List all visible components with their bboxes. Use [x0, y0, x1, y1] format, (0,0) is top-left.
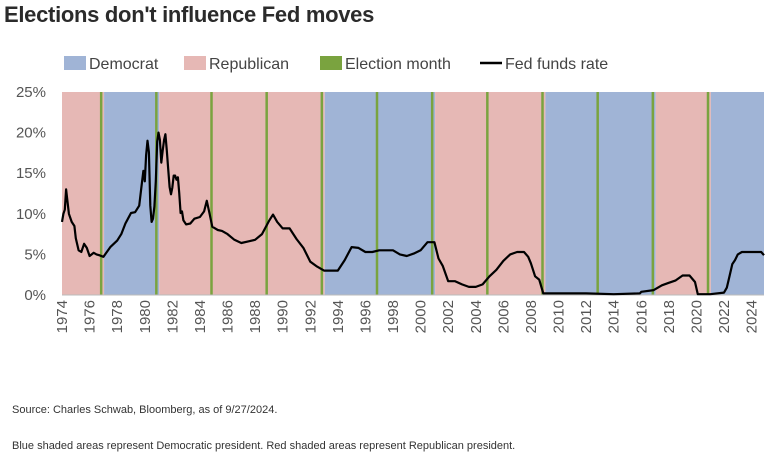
- x-tick-label: 2018: [661, 300, 678, 333]
- x-tick-label: 2000: [413, 300, 430, 333]
- x-tick-label: 2004: [468, 300, 485, 333]
- legend-swatch: [320, 56, 342, 70]
- republican-term-band: [655, 92, 711, 295]
- x-tick-label: 1986: [220, 300, 237, 333]
- x-tick-label: 1974: [54, 300, 71, 333]
- x-tick-label: 2002: [440, 300, 457, 333]
- x-tick-label: 1996: [357, 300, 374, 333]
- rate-series: [60, 131, 765, 296]
- democrat-term-band: [545, 92, 656, 295]
- y-tick-label: 25%: [16, 84, 46, 101]
- legend-swatch: [64, 56, 86, 70]
- party-shading: [62, 92, 764, 295]
- republican-term-band: [62, 92, 105, 295]
- x-tick-label: 1998: [385, 300, 402, 333]
- y-tick-label: 15%: [16, 165, 46, 182]
- legend-label: Democrat: [89, 56, 159, 73]
- y-tick-label: 0%: [24, 287, 46, 304]
- x-tick-label: 1984: [192, 300, 209, 333]
- x-tick-label: 2014: [606, 300, 623, 333]
- x-tick-label: 2006: [495, 300, 512, 333]
- x-tick-label: 2016: [633, 300, 650, 333]
- y-axis: 0% 5% 10% 15% 20% 25%: [16, 84, 46, 304]
- x-tick-label: 2008: [523, 300, 540, 333]
- x-tick-label: 2024: [744, 300, 761, 333]
- source-footnote: Source: Charles Schwab, Bloomberg, as of…: [12, 404, 278, 416]
- x-axis: 1974 1976 1978 1980 1982 1984 1986 1988 1990 1992…: [54, 294, 764, 333]
- x-tick-label: 1978: [109, 300, 126, 333]
- legend-label: Fed funds rate: [505, 56, 608, 73]
- fed-funds-rate-line: [60, 131, 765, 296]
- x-tick-label: 2020: [688, 300, 705, 333]
- legend-label: Election month: [345, 56, 451, 73]
- x-tick-label: 1992: [302, 300, 319, 333]
- x-tick-label: 1976: [82, 300, 99, 333]
- fed-funds-chart: Democrat Republican Election month Fed fund…: [16, 56, 765, 333]
- shading-footnote: Blue shaded areas represent Democratic p…: [12, 440, 516, 452]
- y-tick-label: 5%: [24, 246, 46, 263]
- x-tick-label: 1994: [330, 300, 347, 333]
- chart-legend: Democrat Republican Election month Fed fund…: [64, 56, 608, 73]
- x-tick-label: 1980: [137, 300, 154, 333]
- election-month-lines: [99, 92, 710, 295]
- x-tick-label: 2010: [551, 300, 568, 333]
- republican-term-band: [435, 92, 546, 295]
- x-tick-label: 1988: [247, 300, 264, 333]
- legend-label: Republican: [209, 56, 289, 73]
- legend-swatch: [184, 56, 206, 70]
- republican-term-band: [159, 92, 325, 295]
- x-tick-label: 1990: [275, 300, 292, 333]
- democrat-term-band: [710, 92, 764, 295]
- y-tick-label: 10%: [16, 206, 46, 223]
- x-tick-label: 1982: [164, 300, 181, 333]
- chart-title: Elections don't influence Fed moves: [4, 2, 375, 27]
- x-tick-label: 2022: [716, 300, 733, 333]
- x-tick-label: 2012: [578, 300, 595, 333]
- y-tick-label: 20%: [16, 125, 46, 142]
